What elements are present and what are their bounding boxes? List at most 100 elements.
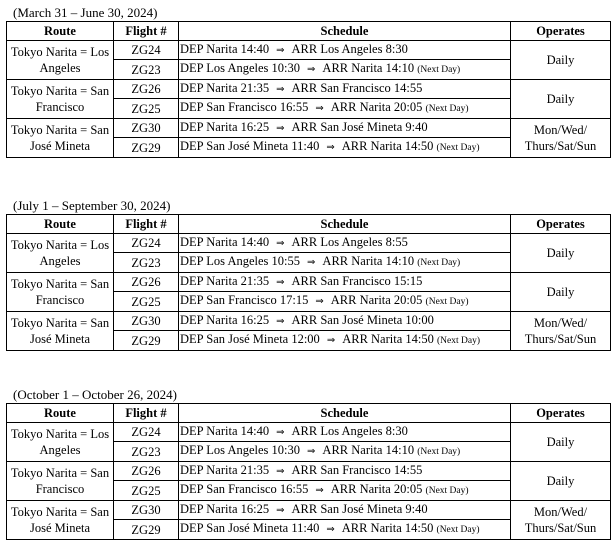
next-day-note: (Next Day): [417, 65, 461, 75]
arrival: ARR Narita 14:10: [322, 61, 415, 75]
schedule-cell: DEP Narita 21:35 ⇒ ARR San Francisco 14:55: [178, 461, 511, 481]
arrival: ARR San José Mineta 10:00: [291, 313, 434, 327]
header-route: Route: [6, 21, 114, 41]
table-row: ZG23 DEP Los Angeles 10:30 ⇒ ARR Narita 14:…: [7, 441, 611, 462]
header-route: Route: [6, 403, 114, 423]
arrow-right-icon: ⇒: [276, 45, 285, 56]
arrival: ARR Narita 20:05: [330, 482, 423, 496]
arrow-right-icon: ⇒: [276, 123, 285, 134]
schedule-table: Route Flight # Schedule Operates Tokyo Narit…: [6, 214, 611, 351]
arrow-right-icon: ⇒: [276, 277, 285, 288]
departure: DEP San Francisco 16:55: [180, 482, 309, 496]
arrival: ARR San Francisco 14:55: [291, 463, 423, 477]
arrival: ARR Los Angeles 8:30: [291, 424, 408, 438]
schedule-cell: DEP San José Mineta 11:40 ⇒ ARR Narita 14:…: [178, 519, 511, 540]
schedule-cell: DEP San Francisco 16:55 ⇒ ARR Narita 20:05…: [178, 98, 511, 119]
table-row: Tokyo Narita = San Francisco ZG26 DEP Nari…: [6, 79, 611, 119]
route-cell: Tokyo Narita = San Francisco: [6, 79, 114, 119]
header-route: Route: [6, 214, 114, 234]
header-operates: Operates: [510, 403, 611, 423]
flight-number: ZG30: [113, 311, 179, 331]
flight-number: ZG26: [113, 272, 179, 292]
departure: DEP Narita 14:40: [180, 424, 270, 438]
flight-number: ZG24: [113, 233, 179, 253]
arrow-right-icon: ⇒: [307, 446, 316, 457]
table-row: ZG29 DEP San José Mineta 11:40 ⇒ ARR Narita…: [7, 519, 611, 540]
flight-number: ZG29: [113, 330, 179, 351]
schedule-cell: DEP Narita 16:25 ⇒ ARR San José Mineta 9:4…: [178, 500, 511, 520]
departure: DEP Los Angeles 10:30: [180, 61, 301, 75]
arrow-right-icon: ⇒: [276, 427, 285, 438]
schedule-cell: DEP San Francisco 17:15 ⇒ ARR Narita 20:05…: [178, 291, 511, 312]
flight-number: ZG26: [113, 79, 179, 99]
arrival: ARR San José Mineta 9:40: [291, 120, 428, 134]
schedule-cell: DEP Los Angeles 10:55 ⇒ ARR Narita 14:10 (…: [178, 252, 511, 273]
schedule-period: (July 1 – September 30, 2024) Route Flight…: [6, 198, 611, 351]
route-cell: Tokyo Narita = San Francisco: [6, 461, 114, 501]
next-day-note: (Next Day): [425, 486, 469, 496]
departure: DEP Narita 16:25: [180, 313, 270, 327]
departure: DEP Los Angeles 10:55: [180, 254, 301, 268]
header-row: Route Flight # Schedule Operates: [6, 403, 611, 423]
header-schedule: Schedule: [178, 403, 511, 423]
schedule-cell: DEP San José Mineta 11:40 ⇒ ARR Narita 14:…: [178, 137, 511, 158]
departure: DEP Narita 21:35: [180, 274, 270, 288]
header-operates: Operates: [510, 21, 611, 41]
arrow-right-icon: ⇒: [307, 64, 316, 75]
arrow-right-icon: ⇒: [315, 296, 324, 307]
table-row: Tokyo Narita = San José Mineta ZG30 DEP Na…: [6, 500, 611, 540]
arrow-right-icon: ⇒: [326, 524, 335, 535]
flight-number: ZG30: [113, 118, 179, 138]
operates-cell: Daily: [510, 233, 611, 273]
departure: DEP Narita 16:25: [180, 120, 270, 134]
operates-cell: Daily: [510, 40, 611, 80]
next-day-note: (Next Day): [437, 336, 480, 346]
schedule-table: Route Flight # Schedule Operates Tokyo Narit…: [6, 21, 611, 158]
route-cell: Tokyo Narita = Los Angeles: [6, 422, 114, 462]
departure: DEP Los Angeles 10:30: [180, 443, 301, 457]
period-caption: (July 1 – September 30, 2024): [13, 198, 171, 213]
header-schedule: Schedule: [178, 214, 511, 234]
header-flight: Flight #: [113, 403, 179, 423]
arrow-right-icon: ⇒: [276, 238, 285, 249]
flight-number: ZG25: [113, 480, 179, 501]
arrival: ARR San José Mineta 9:40: [291, 502, 428, 516]
header-flight: Flight #: [113, 21, 179, 41]
schedule-cell: DEP Narita 21:35 ⇒ ARR San Francisco 14:55: [178, 79, 511, 99]
next-day-note: (Next Day): [417, 447, 461, 457]
schedule-cell: DEP Los Angeles 10:30 ⇒ ARR Narita 14:10 (…: [178, 59, 511, 80]
table-row: Tokyo Narita = Los Angeles ZG24 DEP Narita…: [6, 233, 611, 273]
header-operates: Operates: [510, 214, 611, 234]
arrow-right-icon: ⇒: [307, 257, 316, 268]
operates-cell: Mon/Wed/ Thurs/Sat/Sun: [510, 311, 611, 351]
next-day-note: (Next Day): [436, 143, 480, 153]
table-row: Tokyo Narita = San José Mineta ZG30 DEP Na…: [6, 118, 611, 158]
schedule-cell: DEP Los Angeles 10:30 ⇒ ARR Narita 14:10 (…: [178, 441, 511, 462]
table-row: ZG23 DEP Los Angeles 10:55 ⇒ ARR Narita 14:…: [7, 252, 611, 273]
period-caption: (October 1 – October 26, 2024): [13, 387, 177, 402]
table-row: ZG23 DEP Los Angeles 10:30 ⇒ ARR Narita 14:…: [7, 59, 611, 80]
departure: DEP Narita 14:40: [180, 42, 270, 56]
route-cell: Tokyo Narita = Los Angeles: [6, 233, 114, 273]
table-row: Tokyo Narita = Los Angeles ZG24 DEP Narita…: [6, 422, 611, 462]
operates-cell: Mon/Wed/ Thurs/Sat/Sun: [510, 118, 611, 158]
operates-cell: Daily: [510, 461, 611, 501]
arrow-right-icon: ⇒: [315, 103, 324, 114]
arrow-right-icon: ⇒: [276, 505, 285, 516]
arrival: ARR San Francisco 15:15: [291, 274, 423, 288]
table-row: Tokyo Narita = Los Angeles ZG24 DEP Narita…: [6, 40, 611, 80]
operates-cell: Daily: [510, 422, 611, 462]
flight-number: ZG24: [113, 40, 179, 60]
header-row: Route Flight # Schedule Operates: [6, 21, 611, 41]
header-row: Route Flight # Schedule Operates: [6, 214, 611, 234]
schedule-period: (October 1 – October 26, 2024) Route Fligh…: [6, 387, 611, 540]
arrow-right-icon: ⇒: [276, 84, 285, 95]
table-row: Tokyo Narita = San Francisco ZG26 DEP Nari…: [6, 272, 611, 312]
next-day-note: (Next Day): [436, 525, 480, 535]
schedule-cell: DEP Narita 14:40 ⇒ ARR Los Angeles 8:30: [178, 422, 511, 442]
arrival: ARR Los Angeles 8:30: [291, 42, 408, 56]
flight-number: ZG24: [113, 422, 179, 442]
arrival: ARR Narita 14:10: [322, 254, 415, 268]
operates-cell: Daily: [510, 272, 611, 312]
schedule-cell: DEP Narita 14:40 ⇒ ARR Los Angeles 8:30: [178, 40, 511, 60]
